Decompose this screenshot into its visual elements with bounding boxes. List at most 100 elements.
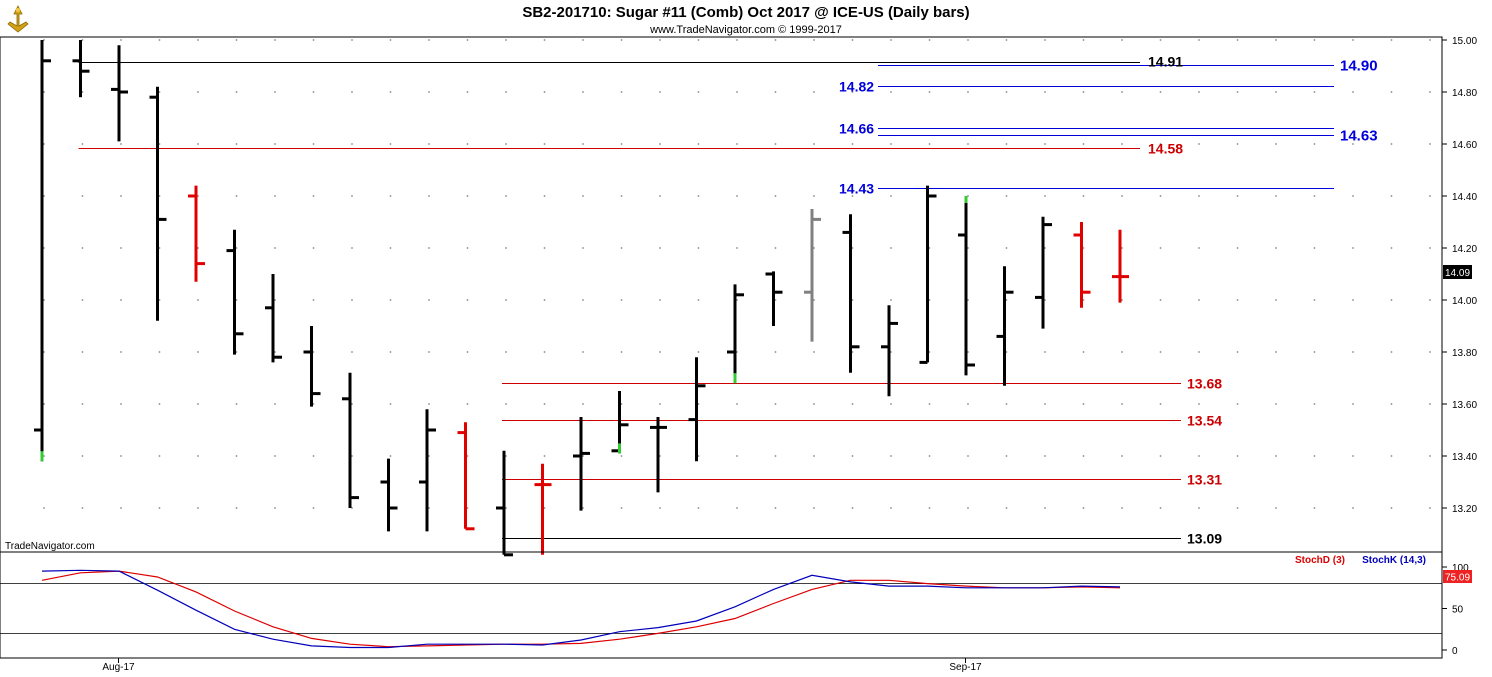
grid-dot bbox=[582, 403, 584, 405]
grid-dot bbox=[1159, 455, 1162, 457]
grid-dot bbox=[1275, 403, 1277, 405]
grid-dot bbox=[1198, 195, 1200, 197]
grid-dot bbox=[1352, 39, 1354, 41]
date-axis: Aug-17 Sep-17 bbox=[0, 657, 1442, 673]
grid-dot bbox=[120, 39, 122, 41]
grid-dot bbox=[1352, 247, 1354, 249]
grid-dot bbox=[1236, 143, 1239, 145]
ohlc-bar bbox=[881, 305, 898, 397]
grid-dot bbox=[890, 195, 892, 197]
grid-dot bbox=[1236, 299, 1239, 301]
grid-dot bbox=[582, 351, 584, 353]
grid-dot bbox=[774, 195, 777, 197]
grid-dot bbox=[466, 39, 469, 41]
grid-dot bbox=[389, 455, 392, 457]
grid-dot bbox=[851, 39, 854, 41]
grid-dot bbox=[697, 143, 700, 145]
grid-dot bbox=[582, 195, 584, 197]
grid-dot bbox=[1352, 507, 1354, 509]
grid-dot bbox=[736, 299, 738, 301]
grid-dot bbox=[351, 403, 353, 405]
grid-dot bbox=[312, 299, 315, 301]
grid-dot bbox=[1082, 247, 1085, 249]
grid-dot bbox=[389, 299, 392, 301]
grid-dot bbox=[312, 39, 315, 41]
grid-dot bbox=[235, 247, 238, 249]
chart-title: SB2-201710: Sugar #11 (Comb) Oct 2017 @ … bbox=[522, 4, 969, 21]
grid-dot bbox=[1275, 143, 1277, 145]
grid-dot bbox=[505, 39, 507, 41]
grid-dot bbox=[81, 351, 84, 353]
grid-dot bbox=[1044, 507, 1046, 509]
grid-dot bbox=[1121, 247, 1123, 249]
grid-dot bbox=[813, 195, 815, 197]
grid-dot bbox=[1390, 403, 1393, 405]
grid-dot bbox=[543, 39, 546, 41]
grid-dot bbox=[274, 91, 276, 93]
grid-dot bbox=[1044, 351, 1046, 353]
grid-dot bbox=[1044, 91, 1046, 93]
grid-dot bbox=[1159, 247, 1162, 249]
grid-dot bbox=[736, 403, 738, 405]
grid-dot bbox=[505, 143, 507, 145]
grid-dot bbox=[1236, 507, 1239, 509]
grid-dot bbox=[274, 39, 276, 41]
grid-dot bbox=[1313, 507, 1316, 509]
grid-dot bbox=[851, 507, 854, 509]
grid-dot bbox=[967, 91, 969, 93]
grid-dot bbox=[1429, 351, 1431, 353]
grid-dot bbox=[736, 195, 738, 197]
grid-dot bbox=[1390, 507, 1393, 509]
grid-dot bbox=[274, 507, 276, 509]
grid-dot bbox=[1198, 455, 1200, 457]
level-label-13-31: 13.31 bbox=[1187, 472, 1222, 488]
grid-dot bbox=[197, 39, 199, 41]
grid-dot bbox=[197, 351, 199, 353]
grid-dot bbox=[81, 455, 84, 457]
grid-dot bbox=[235, 507, 238, 509]
grid-dot bbox=[1352, 403, 1354, 405]
grid-dot bbox=[620, 403, 623, 405]
grid-dot bbox=[158, 195, 161, 197]
grid-dot bbox=[890, 455, 892, 457]
grid-dot bbox=[1044, 455, 1046, 457]
logo-icon bbox=[4, 4, 32, 34]
grid-dot bbox=[81, 299, 84, 301]
grid-dot bbox=[466, 143, 469, 145]
grid-dot bbox=[312, 247, 315, 249]
grid-dot bbox=[1236, 195, 1239, 197]
grid-dot bbox=[1005, 299, 1008, 301]
grid-dot bbox=[1390, 195, 1393, 197]
price-tick-label: 13.80 bbox=[1452, 348, 1477, 359]
grid-dot bbox=[1429, 403, 1431, 405]
grid-dot bbox=[1390, 455, 1393, 457]
grid-dot bbox=[890, 351, 892, 353]
stoch-axis-ticks: 100 50 0 bbox=[1442, 563, 1469, 657]
grid-dot bbox=[351, 247, 353, 249]
grid-dot bbox=[582, 455, 584, 457]
grid-dot bbox=[736, 247, 738, 249]
grid-dot bbox=[197, 299, 199, 301]
level-label-14-82: 14.82 bbox=[839, 79, 874, 95]
grid-dot bbox=[1121, 351, 1123, 353]
grid-dot bbox=[620, 507, 623, 509]
grid-dot bbox=[1121, 299, 1123, 301]
price-tick-label: 15.00 bbox=[1452, 36, 1477, 47]
grid-dot bbox=[1275, 351, 1277, 353]
stoch-k-legend: StochK (14,3) bbox=[1362, 555, 1426, 566]
grid-dot bbox=[543, 403, 546, 405]
grid-dot bbox=[120, 455, 122, 457]
grid-dot bbox=[1429, 455, 1431, 457]
grid-dot bbox=[620, 91, 623, 93]
grid-dot bbox=[1044, 299, 1046, 301]
grid-dot bbox=[43, 247, 45, 249]
grid-dot bbox=[1236, 455, 1239, 457]
grid-dot bbox=[928, 507, 931, 509]
grid-dot bbox=[1044, 247, 1046, 249]
grid-dot bbox=[890, 507, 892, 509]
grid-dot bbox=[1429, 247, 1431, 249]
watermark: TradeNavigator.com bbox=[5, 541, 95, 552]
grid-dot bbox=[1275, 455, 1277, 457]
grid-dot bbox=[1313, 195, 1316, 197]
level-label-13-09: 13.09 bbox=[1187, 531, 1222, 547]
